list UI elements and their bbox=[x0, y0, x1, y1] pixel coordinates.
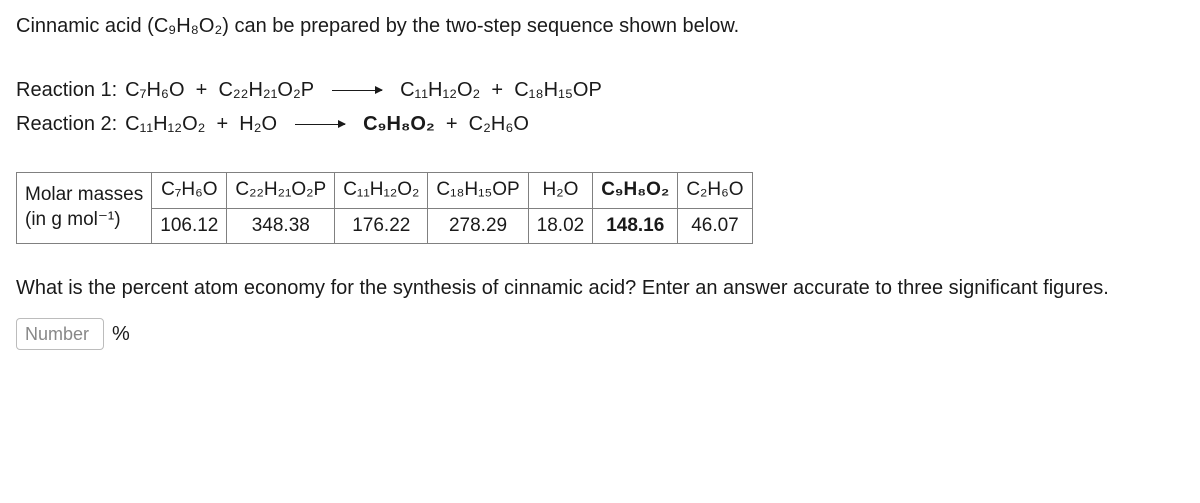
question-text: What is the percent atom economy for the… bbox=[16, 274, 1184, 302]
cell-value: 278.29 bbox=[428, 208, 528, 244]
plus-sign: + bbox=[435, 110, 469, 138]
plus-sign: + bbox=[480, 76, 514, 104]
reaction-1-rhs-a: C₁₁H₁₂O₂ bbox=[400, 76, 480, 104]
reaction-1-rhs-b: C₁₈H₁₅OP bbox=[514, 76, 602, 104]
row-header-line1: Molar masses bbox=[25, 184, 143, 205]
cell-value: 348.38 bbox=[227, 208, 335, 244]
col-header: C₂₂H₂₁O₂P bbox=[227, 173, 335, 209]
table-row-header: Molar masses (in g mol⁻¹) bbox=[17, 173, 152, 244]
col-header: C₁₈H₁₅OP bbox=[428, 173, 528, 209]
plus-sign: + bbox=[185, 76, 219, 104]
cell-value: 18.02 bbox=[528, 208, 593, 244]
col-header: C₂H₆O bbox=[678, 173, 752, 209]
reaction-1-lhs-a: C₇H₆O bbox=[125, 76, 184, 104]
reactions-block: Reaction 1: C₇H₆O + C₂₂H₂₁O₂P C₁₁H₁₂O₂ +… bbox=[16, 76, 1184, 138]
reaction-2-lhs-a: C₁₁H₁₂O₂ bbox=[125, 110, 205, 138]
reaction-2: Reaction 2: C₁₁H₁₂O₂ + H₂O C₉H₈O₂ + C₂H₆… bbox=[16, 110, 1184, 138]
cell-value: 148.16 bbox=[593, 208, 678, 244]
answer-input[interactable] bbox=[16, 318, 104, 350]
answer-box: % bbox=[16, 318, 130, 350]
reaction-1: Reaction 1: C₇H₆O + C₂₂H₂₁O₂P C₁₁H₁₂O₂ +… bbox=[16, 76, 1184, 104]
arrow-icon bbox=[295, 124, 345, 125]
intro-text: Cinnamic acid (C₉H₈O₂) can be prepared b… bbox=[16, 12, 1184, 40]
plus-sign: + bbox=[205, 110, 239, 138]
molar-mass-table: Molar masses (in g mol⁻¹) C₇H₆O C₂₂H₂₁O₂… bbox=[16, 172, 753, 244]
reaction-2-rhs-b: C₂H₆O bbox=[469, 110, 529, 138]
reaction-2-rhs-a: C₉H₈O₂ bbox=[363, 110, 435, 138]
arrow-icon bbox=[332, 90, 382, 91]
cell-value: 46.07 bbox=[678, 208, 752, 244]
reaction-1-lhs-b: C₂₂H₂₁O₂P bbox=[218, 76, 314, 104]
reaction-1-label: Reaction 1: bbox=[16, 76, 117, 104]
cell-value: 176.22 bbox=[335, 208, 428, 244]
answer-unit: % bbox=[112, 320, 130, 348]
reaction-2-lhs-b: H₂O bbox=[239, 110, 277, 138]
col-header: C₇H₆O bbox=[152, 173, 227, 209]
col-header: C₁₁H₁₂O₂ bbox=[335, 173, 428, 209]
reaction-2-label: Reaction 2: bbox=[16, 110, 117, 138]
row-header-line2: (in g mol⁻¹) bbox=[25, 209, 121, 230]
col-header: C₉H₈O₂ bbox=[593, 173, 678, 209]
cell-value: 106.12 bbox=[152, 208, 227, 244]
table-header-row: Molar masses (in g mol⁻¹) C₇H₆O C₂₂H₂₁O₂… bbox=[17, 173, 753, 209]
col-header: H₂O bbox=[528, 173, 593, 209]
